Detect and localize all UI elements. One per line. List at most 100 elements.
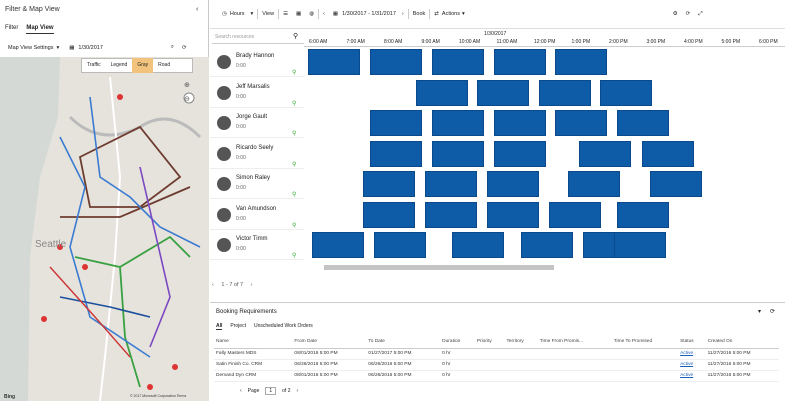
work-order-block[interactable] — [432, 140, 484, 167]
table-row[interactable]: Satin Finish Co. CRM 06/26/2016 5:00 PM 06… — [214, 359, 779, 371]
book-button[interactable]: Book — [412, 11, 426, 17]
column-header[interactable]: From Date — [292, 336, 367, 349]
tab-map-view[interactable]: Map View — [26, 25, 54, 34]
refresh-icon[interactable]: ⟳ — [181, 44, 187, 51]
pin-icon[interactable]: ⚲ — [293, 33, 299, 40]
collapse-icon[interactable]: ‹ — [196, 6, 199, 13]
work-order-block[interactable] — [617, 201, 669, 228]
next-icon[interactable]: › — [401, 11, 404, 17]
work-order-block[interactable] — [642, 140, 694, 167]
prev-icon[interactable]: ‹ — [240, 388, 242, 394]
grid-view-icon[interactable]: ▦ — [296, 11, 302, 17]
prev-icon[interactable]: ‹ — [323, 11, 325, 17]
chevron-down-icon[interactable]: ▾ — [758, 309, 762, 315]
expand-icon[interactable]: ⤢ — [698, 10, 703, 17]
hours-select[interactable]: Hours — [229, 11, 245, 17]
pin-icon[interactable]: ⚲ — [292, 161, 297, 168]
refresh-icon[interactable]: ⟳ — [685, 11, 691, 17]
list-view-icon[interactable]: ☰ — [283, 11, 289, 17]
chevron-down-icon[interactable]: ▾ — [250, 11, 254, 17]
work-order-block[interactable] — [487, 171, 539, 197]
work-order-block[interactable] — [521, 232, 573, 258]
chevron-down-icon[interactable]: ▾ — [56, 44, 60, 51]
work-order-block[interactable] — [568, 171, 620, 197]
work-order-block[interactable] — [308, 49, 360, 75]
work-order-block[interactable] — [555, 49, 607, 75]
next-icon[interactable]: › — [250, 282, 253, 288]
resource-row[interactable]: Victor Timm 0:00 ⚲ — [210, 230, 304, 260]
work-order-block[interactable] — [452, 232, 504, 258]
pin-icon[interactable]: ⚲ — [292, 131, 297, 137]
globe-icon[interactable]: ◍ — [309, 11, 315, 17]
work-order-block[interactable] — [614, 232, 666, 258]
map-view-settings[interactable]: Map View Settings — [8, 44, 54, 51]
legend-toggle[interactable]: Legend — [110, 62, 128, 68]
status-link[interactable]: Active — [680, 362, 694, 367]
column-header[interactable]: Name — [214, 336, 293, 349]
pin-icon[interactable]: ⚲ — [292, 100, 297, 107]
calendar-icon[interactable]: ▦ — [332, 11, 339, 17]
work-order-block[interactable] — [555, 110, 607, 136]
work-order-block[interactable] — [370, 110, 422, 136]
tab-all[interactable]: All — [216, 323, 223, 330]
work-order-block[interactable] — [477, 79, 529, 106]
refresh-icon[interactable]: ⟳ — [770, 309, 776, 315]
chevron-down-icon[interactable]: ▾ — [461, 11, 465, 17]
work-order-block[interactable] — [539, 79, 591, 106]
status-link[interactable]: Active — [680, 351, 694, 356]
tab-unscheduled[interactable]: Unscheduled Work Orders — [253, 323, 313, 329]
resource-search-input[interactable]: Search resources — [212, 31, 304, 44]
pin-icon[interactable]: ⚲ — [292, 253, 297, 259]
calendar-icon[interactable]: ▦ — [69, 44, 75, 51]
work-order-block[interactable] — [363, 171, 415, 197]
search-icon[interactable]: ⌕ — [170, 44, 174, 50]
work-order-block[interactable] — [425, 171, 477, 197]
work-order-block[interactable] — [494, 140, 546, 167]
column-header[interactable]: Priority — [474, 336, 505, 349]
schedule-board[interactable] — [304, 47, 778, 260]
work-order-block[interactable] — [549, 201, 601, 228]
gray-style[interactable]: Gray — [132, 58, 154, 73]
traffic-toggle[interactable]: Traffic — [87, 62, 101, 68]
table-row[interactable]: Fally Masters MDS 08/01/2016 5:00 PM 01/27… — [214, 348, 779, 360]
status-link[interactable]: Active — [680, 373, 694, 378]
road-style[interactable]: Road — [158, 62, 171, 68]
pin-icon[interactable]: ⚲ — [292, 192, 297, 198]
horizontal-scrollbar[interactable] — [304, 263, 778, 272]
work-order-block[interactable] — [617, 110, 669, 136]
table-row[interactable]: Demand Dyn CRM 08/01/2016 5:00 PM 06/26/20… — [214, 370, 779, 382]
tab-filter[interactable]: Filter — [5, 25, 19, 31]
resource-row[interactable]: Brady Hannon 0:00 ⚲ — [210, 47, 304, 77]
work-order-block[interactable] — [374, 232, 426, 258]
resource-row[interactable]: Simon Raley 0:00 ⚲ — [210, 169, 304, 199]
work-order-block[interactable] — [494, 110, 546, 136]
resource-row[interactable]: Jorge Gault 0:00 ⚲ — [210, 108, 304, 138]
work-order-block[interactable] — [600, 79, 652, 106]
zoom-out-button[interactable]: ⊖ — [184, 96, 190, 103]
work-order-block[interactable] — [487, 201, 539, 228]
work-order-block[interactable] — [370, 49, 422, 75]
work-order-block[interactable] — [416, 79, 468, 106]
actions-menu[interactable]: Actions — [441, 11, 460, 17]
resource-row[interactable]: Jeff Marsalis 0:00 ⚲ — [210, 78, 304, 108]
resource-row[interactable]: Van Amundson 0:00 ⚲ — [210, 200, 304, 230]
zoom-in-button[interactable]: ⊕ — [184, 82, 190, 89]
work-order-block[interactable] — [312, 232, 364, 258]
work-order-block[interactable] — [363, 201, 415, 228]
work-order-block[interactable] — [579, 140, 631, 167]
column-header[interactable]: Territory — [504, 336, 538, 349]
work-order-block[interactable] — [650, 171, 702, 197]
work-order-block[interactable] — [425, 201, 477, 228]
next-icon[interactable]: › — [296, 388, 299, 394]
gear-icon[interactable]: ⚙ — [672, 11, 678, 17]
prev-icon[interactable]: ‹ — [212, 282, 214, 288]
tab-project[interactable]: Project — [230, 323, 246, 329]
work-order-block[interactable] — [494, 49, 546, 75]
column-header[interactable]: To Date — [366, 336, 441, 349]
work-order-block[interactable] — [432, 110, 484, 136]
column-header[interactable]: Status — [678, 336, 706, 349]
work-order-block[interactable] — [370, 140, 422, 167]
pin-icon[interactable]: ⚲ — [292, 70, 297, 76]
page-input[interactable]: 1 — [265, 387, 277, 395]
pin-icon[interactable]: ⚲ — [292, 222, 297, 229]
